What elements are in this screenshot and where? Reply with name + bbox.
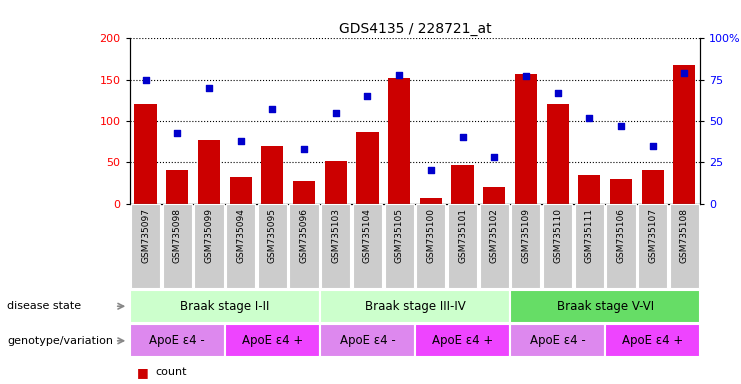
Bar [511, 204, 540, 288]
Bar [606, 204, 636, 288]
Bar [293, 181, 315, 204]
Bar [262, 146, 283, 204]
Text: GSM735097: GSM735097 [141, 208, 150, 263]
Point [456, 134, 468, 141]
Text: GSM735108: GSM735108 [680, 208, 689, 263]
Bar [194, 204, 224, 288]
Text: ApoE ε4 -: ApoE ε4 - [150, 334, 205, 347]
Point [203, 85, 215, 91]
Text: disease state: disease state [7, 301, 82, 311]
Point [583, 114, 595, 121]
Text: GSM735098: GSM735098 [173, 208, 182, 263]
Point [520, 73, 532, 79]
Text: GSM735096: GSM735096 [299, 208, 308, 263]
Text: ■: ■ [137, 366, 149, 379]
Bar [515, 74, 537, 204]
Bar [230, 177, 252, 204]
Text: GSM735094: GSM735094 [236, 208, 245, 263]
Point [393, 72, 405, 78]
Bar [543, 204, 572, 288]
Text: ApoE ε4 +: ApoE ε4 + [242, 334, 303, 347]
Point [139, 77, 151, 83]
Text: GSM735109: GSM735109 [522, 208, 531, 263]
Point [267, 106, 279, 113]
Point [551, 90, 563, 96]
Text: Braak stage III-IV: Braak stage III-IV [365, 300, 465, 313]
Point [615, 123, 627, 129]
Text: GSM735105: GSM735105 [395, 208, 404, 263]
Text: ApoE ε4 +: ApoE ε4 + [432, 334, 493, 347]
Bar [225, 324, 320, 357]
Bar [575, 204, 604, 288]
Bar [674, 65, 696, 204]
Bar [162, 204, 192, 288]
Title: GDS4135 / 228721_at: GDS4135 / 228721_at [339, 22, 491, 36]
Bar [320, 324, 415, 357]
Bar [638, 204, 668, 288]
Text: GSM735106: GSM735106 [617, 208, 625, 263]
Bar [415, 324, 510, 357]
Bar [483, 187, 505, 204]
Bar [448, 204, 477, 288]
Text: GSM735103: GSM735103 [331, 208, 340, 263]
Text: GSM735111: GSM735111 [585, 208, 594, 263]
Point [647, 143, 659, 149]
Bar [547, 104, 568, 204]
Bar [166, 170, 188, 204]
Bar [642, 170, 664, 204]
Bar [130, 290, 320, 323]
Text: GSM735095: GSM735095 [268, 208, 277, 263]
Text: GSM735110: GSM735110 [553, 208, 562, 263]
Bar [226, 204, 255, 288]
Bar [290, 204, 319, 288]
Bar [578, 175, 600, 204]
Bar [670, 204, 699, 288]
Point [425, 167, 436, 174]
Bar [130, 324, 225, 357]
Text: GSM735099: GSM735099 [205, 208, 213, 263]
Bar [610, 179, 632, 204]
Point [235, 138, 247, 144]
Bar [321, 204, 350, 288]
Text: Braak stage V-VI: Braak stage V-VI [556, 300, 654, 313]
Bar [416, 204, 445, 288]
Text: GSM735100: GSM735100 [426, 208, 435, 263]
Text: GSM735102: GSM735102 [490, 208, 499, 263]
Bar [510, 290, 700, 323]
Text: GSM735107: GSM735107 [648, 208, 657, 263]
Point [362, 93, 373, 99]
Text: ApoE ε4 +: ApoE ε4 + [622, 334, 683, 347]
Bar [356, 132, 379, 204]
Text: GSM735101: GSM735101 [458, 208, 467, 263]
Bar [385, 204, 413, 288]
Bar [134, 104, 156, 204]
Bar [258, 204, 287, 288]
Text: count: count [156, 367, 187, 377]
Point [330, 110, 342, 116]
Bar [479, 204, 509, 288]
Text: ApoE ε4 -: ApoE ε4 - [339, 334, 395, 347]
Bar [320, 290, 510, 323]
Bar [131, 204, 160, 288]
Point [679, 70, 691, 76]
Bar [605, 324, 700, 357]
Text: ApoE ε4 -: ApoE ε4 - [530, 334, 585, 347]
Bar [198, 140, 220, 204]
Point [298, 146, 310, 152]
Bar [419, 198, 442, 204]
Bar [510, 324, 605, 357]
Point [171, 129, 183, 136]
Point [488, 154, 500, 161]
Text: Braak stage I-II: Braak stage I-II [180, 300, 270, 313]
Text: genotype/variation: genotype/variation [7, 336, 113, 346]
Bar [325, 161, 347, 204]
Bar [353, 204, 382, 288]
Bar [388, 78, 411, 204]
Text: GSM735104: GSM735104 [363, 208, 372, 263]
Bar [451, 165, 473, 204]
